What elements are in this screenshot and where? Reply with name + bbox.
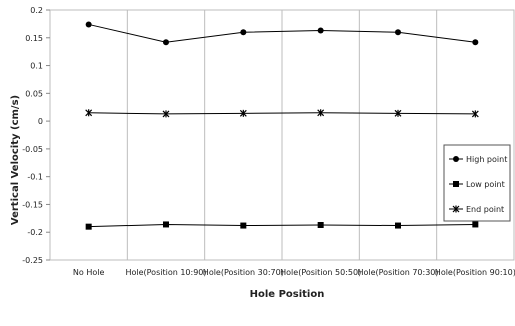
- y-axis: 0.2 0.15 0.1 0.05 0 -0.05 -0.1 -0.15 -0.2 -0.25: [22, 6, 50, 265]
- data-point-high-point: [317, 27, 324, 34]
- y-tick-label: 0.05: [25, 89, 43, 98]
- y-axis-title: Vertical Velocity (cm/s): [10, 95, 21, 225]
- series-low-point: [85, 221, 479, 230]
- data-point-low-point: [163, 221, 169, 228]
- legend-label: Low point: [466, 180, 505, 189]
- data-point-end-point: [239, 109, 247, 117]
- y-tick-label: -0.1: [27, 173, 43, 182]
- data-point-low-point: [395, 222, 401, 229]
- data-point-end-point: [317, 109, 325, 117]
- legend-item-end-point: End point: [449, 205, 504, 214]
- data-point-high-point: [85, 21, 92, 28]
- data-point-low-point: [317, 222, 324, 228]
- x-tick-label: Hole(Position 90:10): [435, 268, 515, 277]
- legend-marker-end-point: [452, 205, 460, 213]
- legend-item-high-point: High point: [449, 155, 507, 164]
- y-tick-label: -0.25: [22, 256, 43, 265]
- x-tick-label: No Hole: [73, 268, 105, 277]
- data-point-low-point: [240, 222, 247, 229]
- legend-marker-high-point: [453, 156, 459, 162]
- y-tick-label: 0.15: [25, 34, 43, 43]
- y-tick-label: -0.15: [22, 200, 43, 209]
- y-tick-label: 0: [38, 117, 43, 126]
- vertical-gridlines: [126, 10, 438, 260]
- series-end-point: [85, 109, 479, 118]
- x-tick-label: Hole(Position 10:90): [125, 268, 206, 277]
- data-point-end-point: [471, 110, 479, 118]
- y-tick-label: 0.1: [30, 62, 43, 71]
- data-point-low-point: [85, 223, 92, 230]
- y-tick-label: 0.2: [30, 6, 43, 15]
- legend-label: End point: [466, 205, 504, 214]
- y-tick-label: -0.05: [22, 145, 43, 154]
- x-tick-label: Hole(Position 30:70): [203, 268, 284, 277]
- data-point-end-point: [394, 109, 402, 117]
- series-high-point: [85, 21, 479, 46]
- series-line-low-point: [88, 223, 476, 228]
- series-line-end-point: [88, 112, 476, 115]
- x-tick-label: Hole(Position 70:30): [357, 268, 438, 277]
- data-point-high-point: [395, 29, 401, 36]
- series-layer: [85, 21, 479, 230]
- legend: High point Low point End point: [443, 144, 511, 222]
- data-point-high-point: [163, 39, 169, 46]
- x-tick-label: Hole(Position 50:50): [280, 268, 361, 277]
- legend-item-low-point: Low point: [449, 180, 505, 189]
- x-axis-title: Hole Position: [250, 289, 325, 300]
- y-tick-label: -0.2: [27, 228, 43, 237]
- legend-marker-low-point: [453, 181, 459, 187]
- data-point-end-point: [85, 109, 93, 117]
- legend-label: High point: [466, 155, 507, 164]
- data-point-high-point: [240, 29, 247, 36]
- series-line-high-point: [88, 23, 476, 43]
- data-point-high-point: [472, 39, 479, 46]
- data-point-end-point: [162, 110, 170, 118]
- x-axis: No Hole Hole(Position 10:90)Hole(Position…: [73, 268, 515, 277]
- data-point-low-point: [472, 221, 479, 228]
